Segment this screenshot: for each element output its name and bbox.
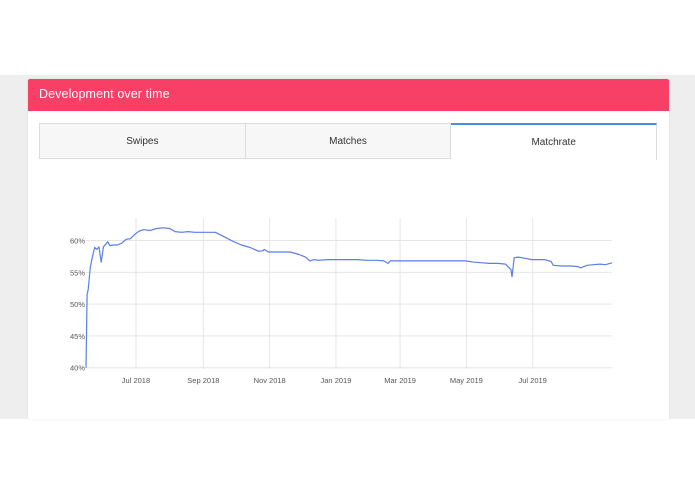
tab-matches[interactable]: Matches <box>245 123 452 159</box>
y-tick-label: 40% <box>70 364 85 373</box>
card-header: Development over time <box>28 79 669 111</box>
x-tick-label: Jul 2019 <box>518 376 546 385</box>
x-tick-label: Sep 2018 <box>187 376 219 385</box>
x-tick-label: Nov 2018 <box>254 376 286 385</box>
series-layer <box>85 227 613 368</box>
tab-bar: Swipes Matches Matchrate <box>39 123 658 160</box>
y-tick-label: 55% <box>70 268 85 277</box>
grid-lines <box>86 218 612 369</box>
matchrate-series-line <box>85 227 613 368</box>
development-card: Development over time Swipes Matches Mat… <box>28 79 669 419</box>
y-tick-label: 50% <box>70 300 85 309</box>
x-tick-label: May 2019 <box>450 376 483 385</box>
x-tick-label: Jan 2019 <box>321 376 352 385</box>
tab-swipes[interactable]: Swipes <box>39 123 246 159</box>
x-tick-label: Jul 2018 <box>122 376 150 385</box>
axis-labels: 40% 45% 50% 55% 60% Jul 2018 Sep 2018 Nov 2018 J… <box>70 237 547 385</box>
y-tick-label: 45% <box>70 332 85 341</box>
x-tick-label: Mar 2019 <box>384 376 416 385</box>
tab-matchrate[interactable]: Matchrate <box>451 123 658 160</box>
card-title: Development over time <box>39 87 170 101</box>
y-tick-label: 60% <box>70 237 85 246</box>
matchrate-line-chart: 40% 45% 50% 55% 60% Jul 2018 Sep 2018 Nov 2018 J… <box>70 218 613 385</box>
